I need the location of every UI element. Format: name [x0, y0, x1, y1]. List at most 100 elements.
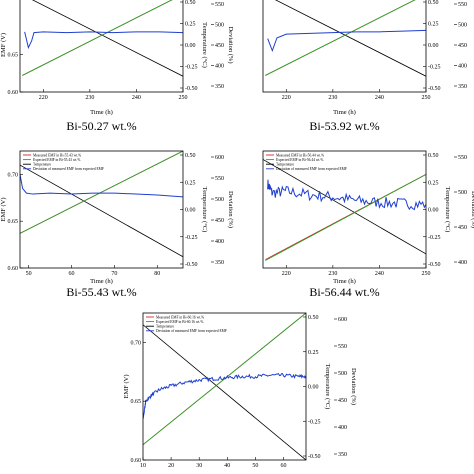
- x-axis-label: Time (h): [333, 278, 356, 285]
- deviation-tick-label: -0.50: [428, 86, 441, 92]
- y-axis-label: EMF (V): [0, 197, 7, 221]
- deviation-tick-label: 0.00: [428, 43, 439, 49]
- x-tick-label: 250: [179, 95, 188, 101]
- y-tick-label: 0.65: [131, 399, 142, 405]
- series-temperature-line: [274, 0, 426, 77]
- x-tick-label: 240: [132, 95, 141, 101]
- panel-caption: Bi-55.43 wt.%: [66, 285, 136, 299]
- series-deviation-line: [267, 179, 426, 211]
- x-tick-label: 240: [375, 271, 384, 277]
- series-expected-line: [20, 151, 183, 234]
- chart-panel-1: 220 230 240 250 0.60 0.65 0.50 0.25 0.00 -0.25 -0.…: [0, 0, 234, 133]
- y-axis-label: EMF (V): [0, 33, 7, 57]
- x-tick-label: 50: [252, 463, 258, 469]
- plot-area: [265, 0, 426, 77]
- y-tick-label: 0.70: [131, 340, 142, 346]
- temperature-tick-label: 450: [215, 218, 224, 224]
- deviation-tick-label: -0.25: [185, 65, 198, 71]
- series-temperature-line: [143, 324, 306, 460]
- series-deviation-line: [143, 372, 306, 419]
- plot-area: [22, 0, 183, 77]
- deviation-axis-label: Deviation (%): [470, 191, 474, 228]
- deviation-tick-label: 0.50: [185, 0, 196, 6]
- temperature-tick-label: 500: [458, 23, 467, 29]
- temperature-tick-label: 400: [458, 64, 467, 70]
- deviation-tick-label: 0.25: [308, 350, 319, 356]
- temperature-axis-label: Temperature (°C): [324, 364, 331, 410]
- deviation-tick-label: 0.00: [185, 208, 196, 214]
- panel-caption: Bi-53.92 wt.%: [309, 119, 379, 133]
- y-axis-label: EMF (V): [123, 374, 130, 398]
- x-tick-label: 40: [224, 463, 230, 469]
- x-tick-label: 220: [39, 95, 48, 101]
- deviation-tick-label: -0.50: [185, 262, 198, 268]
- temperature-tick-label: 400: [458, 260, 467, 266]
- deviation-tick-label: 0.50: [185, 153, 196, 159]
- deviation-tick-label: 0.25: [185, 180, 196, 186]
- y-tick-label: 0.65: [8, 219, 19, 225]
- legend-entry: Expected EMF in Bi-60.16 wt.%: [156, 320, 203, 324]
- temperature-tick-label: 550: [215, 176, 224, 182]
- legend-entry: Temperature: [156, 325, 175, 329]
- chart-panel-3: 50 60 70 80 0.60 0.65 0.70 0.50 0.25 0.00 -0.25 -0.…: [0, 150, 234, 299]
- temperature-tick-label: 500: [215, 197, 224, 203]
- deviation-tick-label: 0.50: [428, 153, 439, 159]
- deviation-tick-label: -0.50: [308, 454, 321, 460]
- deviation-tick-label: -0.25: [308, 419, 321, 425]
- series-deviation-line: [20, 174, 183, 198]
- series-deviation-line: [267, 29, 426, 53]
- temperature-tick-label: 450: [215, 43, 224, 49]
- deviation-tick-label: 0.00: [185, 43, 196, 49]
- deviation-tick-label: 0.50: [308, 315, 319, 321]
- temperature-tick-label: 600: [215, 155, 224, 161]
- deviation-axis-label: Deviation (%): [227, 191, 234, 228]
- x-tick-label: 60: [281, 463, 287, 469]
- chart-panel-5: 10 20 30 40 50 60 0.60 0.65 0.70 0.50 0.25 0.00 -0.2…: [123, 312, 357, 469]
- axes-frame: [142, 312, 307, 461]
- x-tick-label: 230: [328, 95, 337, 101]
- x-tick-label: 50: [26, 271, 32, 277]
- temperature-tick-label: 350: [215, 84, 224, 90]
- y-tick-label: 0.60: [8, 266, 19, 272]
- series-expected-line: [22, 0, 173, 76]
- x-tick-label: 80: [154, 271, 160, 277]
- deviation-axis-label: Deviation (%): [227, 26, 234, 63]
- legend-entry: Expected EMF in Bi-55.43 wt.%: [33, 158, 80, 162]
- x-tick-label: 230: [328, 271, 337, 277]
- temperature-tick-label: 350: [458, 84, 467, 90]
- temperature-tick-label: 350: [338, 452, 347, 458]
- x-axis-label: Time (h): [333, 109, 356, 116]
- deviation-tick-label: -0.50: [185, 86, 198, 92]
- temperature-tick-label: 550: [458, 155, 467, 161]
- x-axis-label: Time (h): [90, 278, 113, 285]
- deviation-axis-label: Deviation (%): [350, 368, 357, 405]
- legend-entry: Measured EMF in Bi-60.16 wt.%: [156, 315, 204, 319]
- x-tick-label: 230: [85, 95, 94, 101]
- x-axis-label: Time (h): [90, 109, 113, 116]
- x-tick-label: 220: [282, 95, 291, 101]
- legend-entry: Temperature: [276, 163, 295, 167]
- deviation-tick-label: 0.25: [428, 22, 439, 28]
- x-tick-label: 250: [422, 95, 431, 101]
- temperature-tick-label: 500: [215, 23, 224, 29]
- legend-entry: Deviation of measured EMF from expected …: [276, 167, 347, 171]
- legend: Measured EMF in Bi-60.16 wt.%Expected EM…: [146, 315, 227, 333]
- series-temperature-line: [20, 164, 183, 258]
- deviation-tick-label: 0.25: [428, 180, 439, 186]
- temperature-tick-label: 600: [338, 317, 347, 323]
- legend: Measured EMF in Bi-55.43 wt.%Expected EM…: [23, 153, 104, 171]
- temperature-tick-label: 450: [458, 43, 467, 49]
- deviation-tick-label: -0.25: [428, 65, 441, 71]
- plot-area: [263, 159, 426, 261]
- temperature-tick-label: 450: [458, 225, 467, 231]
- temperature-tick-label: 500: [458, 190, 467, 196]
- temperature-tick-label: 350: [215, 260, 224, 266]
- deviation-tick-label: 0.50: [428, 0, 439, 6]
- temperature-tick-label: 500: [338, 371, 347, 377]
- temperature-tick-label: 550: [215, 2, 224, 8]
- y-tick-label: 0.65: [8, 52, 19, 58]
- deviation-tick-label: 0.00: [428, 208, 439, 214]
- temperature-tick-label: 550: [338, 344, 347, 350]
- x-tick-label: 60: [68, 271, 74, 277]
